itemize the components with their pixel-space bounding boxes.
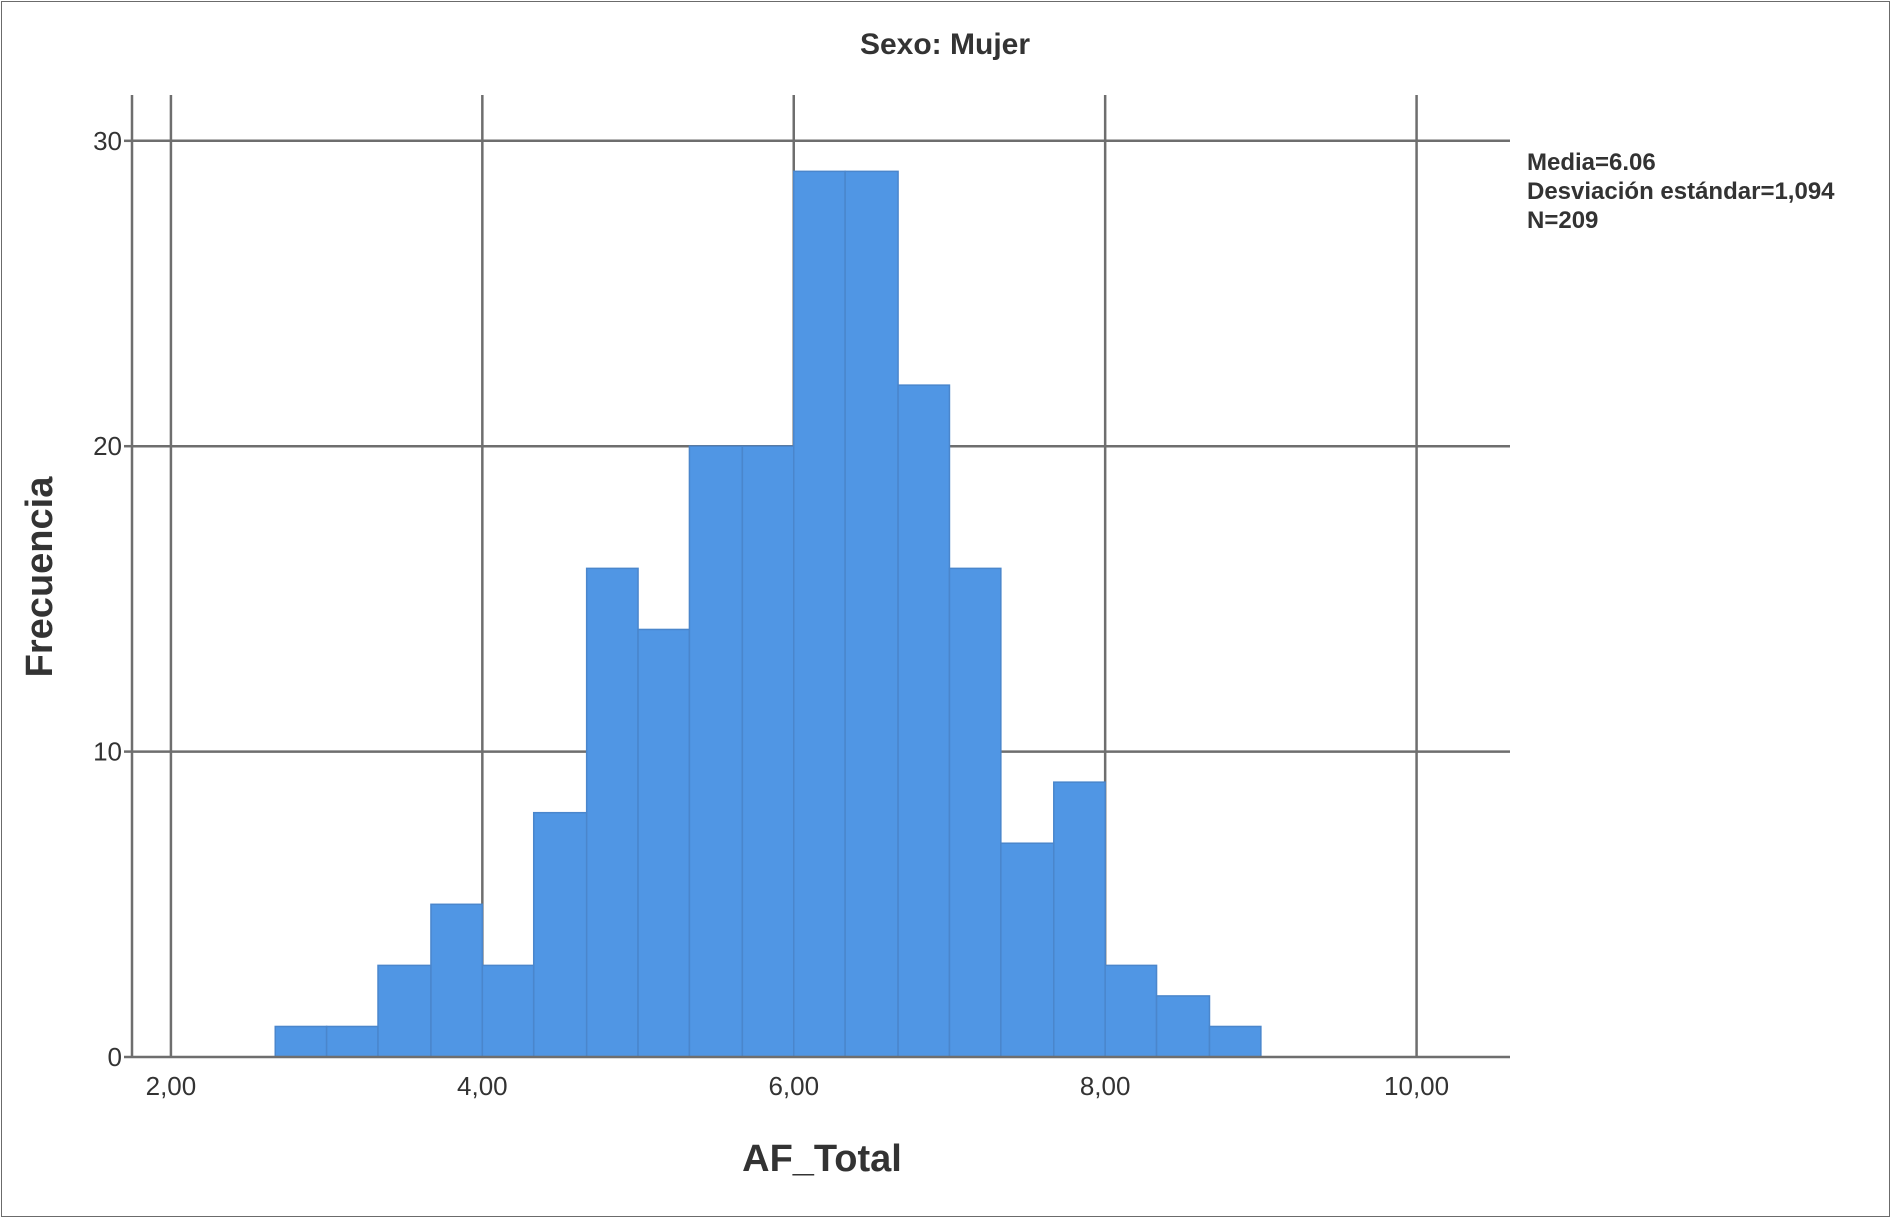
histogram-bar-0 [274, 1025, 328, 1058]
histogram-bar-8 [688, 445, 744, 1058]
x-tick-label-3: 8,00 [1080, 1071, 1131, 1101]
x-axis-label: AF_Total [742, 1138, 902, 1180]
stat-line-2: N=209 [1527, 207, 1598, 234]
histogram-bar-17 [1155, 995, 1211, 1058]
histogram-bar-14 [1000, 842, 1055, 1058]
x-tick-label-0: 2,00 [146, 1071, 197, 1101]
histogram-bar-9 [741, 445, 795, 1058]
histogram-bar-10 [793, 170, 846, 1058]
histogram-bar-7 [637, 628, 691, 1058]
stat-line-0: Media=6.06 [1527, 149, 1656, 176]
y-tick-label-0: 0 [108, 1042, 122, 1072]
x-tick-label-4: 10,00 [1384, 1071, 1449, 1101]
y-tick-labels: 0 10 20 30 [93, 126, 122, 1072]
histogram-bars [274, 170, 1262, 1058]
histogram-bar-12 [897, 384, 951, 1058]
y-axis-label: Frecuencia [19, 476, 61, 678]
histogram-bar-2 [377, 964, 432, 1058]
y-tick-label-3: 30 [93, 126, 122, 156]
histogram-bar-18 [1208, 1025, 1262, 1058]
histogram-bar-6 [585, 567, 639, 1058]
histogram-bar-3 [430, 903, 484, 1058]
x-tick-label-2: 6,00 [768, 1071, 819, 1101]
x-tick-labels: 2,00 4,00 6,00 8,00 10,00 [146, 1071, 1449, 1101]
histogram-bar-4 [481, 964, 535, 1058]
histogram-bar-15 [1053, 781, 1106, 1058]
histogram-bar-11 [844, 170, 899, 1058]
axis-lines [124, 95, 1510, 1059]
y-tick-label-1: 10 [93, 737, 122, 767]
stat-line-1: Desviación estándar=1,094 [1527, 178, 1835, 205]
histogram-bar-1 [325, 1025, 379, 1058]
y-tick-label-2: 20 [93, 431, 122, 461]
x-tick-label-1: 4,00 [457, 1071, 508, 1101]
histogram-bar-16 [1104, 964, 1158, 1058]
chart-title: Sexo: Mujer [860, 28, 1030, 61]
histogram-bar-13 [948, 567, 1002, 1058]
histogram-bar-5 [532, 811, 588, 1058]
